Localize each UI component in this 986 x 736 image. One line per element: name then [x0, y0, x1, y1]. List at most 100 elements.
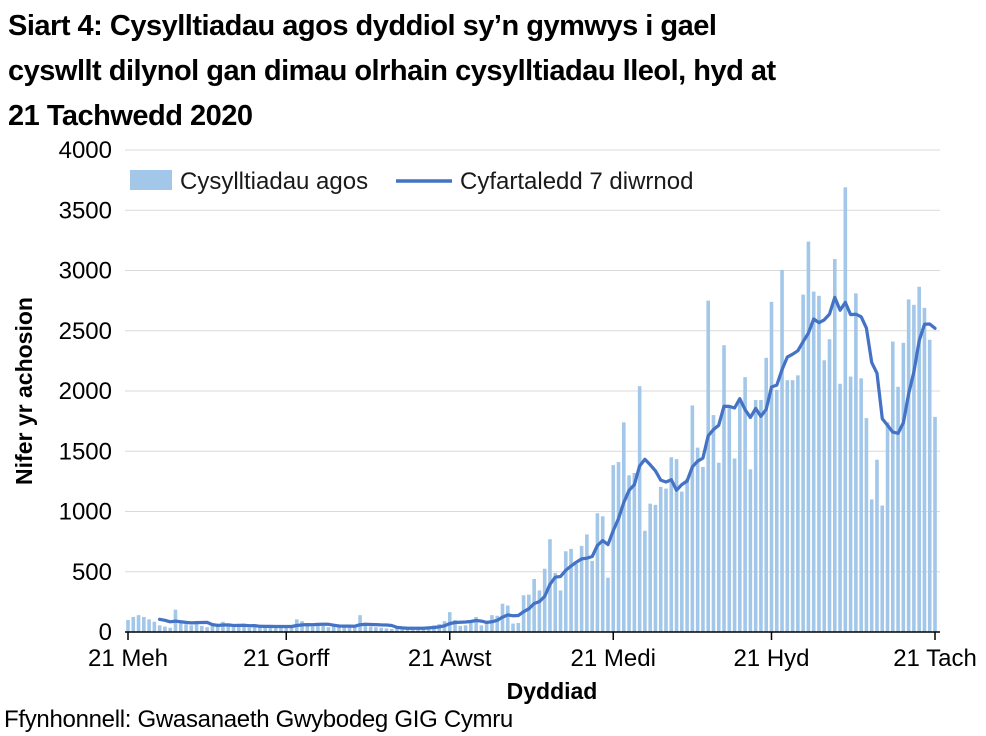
- avg-line: [157, 295, 937, 630]
- bar: [901, 342, 906, 632]
- bar: [321, 625, 325, 632]
- bar: [474, 616, 478, 632]
- y-tick-label: 3000: [59, 258, 112, 285]
- bar: [811, 291, 816, 632]
- bar: [226, 624, 231, 632]
- bar: [722, 345, 726, 632]
- bar: [743, 377, 747, 632]
- y-tick-label: 500: [72, 559, 112, 586]
- bar: [516, 622, 521, 632]
- bar: [769, 301, 774, 632]
- bar: [885, 422, 890, 632]
- bar: [685, 478, 689, 632]
- y-tick-label: 1000: [59, 499, 112, 526]
- bar: [463, 625, 468, 632]
- bar: [247, 627, 252, 632]
- bar: [331, 625, 336, 632]
- bar: [389, 628, 394, 632]
- legend-bars-label: Cysylltiadau agos: [180, 168, 368, 195]
- bar: [305, 625, 310, 632]
- bar: [147, 619, 151, 632]
- x-tick-label: 21 Medi: [571, 645, 656, 672]
- bar: [252, 625, 257, 632]
- y-tick-label: 0: [99, 619, 112, 646]
- x-axis-title: Dyddiad: [507, 678, 598, 704]
- bar: [189, 625, 194, 632]
- chart-title-line-2: cyswllt dilynol gan dimau olrhain cysyll…: [8, 55, 776, 87]
- bar: [622, 422, 626, 632]
- bar: [627, 475, 631, 632]
- bar: [268, 627, 273, 632]
- bar: [379, 627, 383, 632]
- bar: [917, 286, 921, 632]
- bar: [695, 447, 700, 632]
- bar: [163, 626, 167, 632]
- y-tick-label: 2000: [59, 378, 112, 405]
- bar: [827, 339, 832, 632]
- bar: [495, 615, 500, 632]
- bar: [701, 466, 705, 632]
- y-tick-label: 4000: [59, 137, 112, 164]
- chart-title-line-1: Siart 4: Cysylltiadau agos dyddiol sy’n …: [8, 10, 717, 42]
- bar: [600, 516, 605, 632]
- bar: [653, 504, 658, 632]
- bar: [479, 625, 484, 632]
- bar: [922, 307, 927, 632]
- legend-bar-swatch: [130, 170, 172, 190]
- bar: [368, 626, 373, 632]
- bar: [680, 491, 684, 632]
- bar: [880, 505, 885, 632]
- bar: [395, 627, 399, 632]
- bar: [859, 378, 863, 632]
- bar: [178, 621, 183, 632]
- bar: [780, 269, 784, 632]
- x-tick-label: 21 Meh: [88, 645, 168, 672]
- bar: [606, 577, 610, 632]
- x-tick-label: 21 Hyd: [733, 645, 809, 672]
- bar: [927, 339, 932, 632]
- bar: [194, 623, 199, 632]
- bar: [484, 621, 489, 632]
- chart-title: Siart 4: Cysylltiadau agos dyddiol sy’n …: [8, 4, 973, 139]
- bar: [574, 563, 579, 632]
- bar: [790, 380, 795, 632]
- bar: [706, 300, 710, 633]
- bar: [664, 488, 668, 632]
- bar: [537, 590, 542, 632]
- bar: [273, 625, 278, 632]
- bar: [711, 415, 716, 632]
- bar: [753, 400, 758, 632]
- y-tick-label: 3500: [59, 197, 112, 224]
- bar: [205, 627, 209, 632]
- bar: [801, 294, 805, 632]
- bar: [184, 624, 188, 632]
- bar: [505, 605, 510, 632]
- bar: [854, 293, 858, 632]
- bar: [912, 304, 916, 632]
- bar: [616, 462, 621, 632]
- bar: [157, 625, 162, 632]
- bar: [242, 626, 246, 632]
- bar: [933, 416, 937, 632]
- bar: [353, 625, 357, 632]
- bar: [511, 623, 515, 632]
- bar: [869, 499, 874, 632]
- bar: [891, 341, 895, 632]
- bar: [300, 621, 304, 632]
- bar: [648, 503, 652, 632]
- bar: [453, 619, 457, 632]
- legend-line-label: Cyfartaledd 7 diwrnod: [460, 168, 693, 195]
- bar: [310, 626, 315, 632]
- bar: [727, 406, 732, 632]
- bar: [363, 624, 368, 632]
- bar: [838, 383, 842, 632]
- bar: [258, 626, 262, 632]
- bar: [553, 572, 558, 632]
- bar: [374, 627, 378, 632]
- source-note: Ffynhonnell: Gwasanaeth Gwybodeg GIG Cym…: [4, 706, 513, 733]
- bar: [690, 405, 695, 632]
- bar: [326, 627, 331, 632]
- bar: [643, 530, 647, 632]
- chart-title-line-3: 21 Tachwedd 2020: [8, 100, 253, 132]
